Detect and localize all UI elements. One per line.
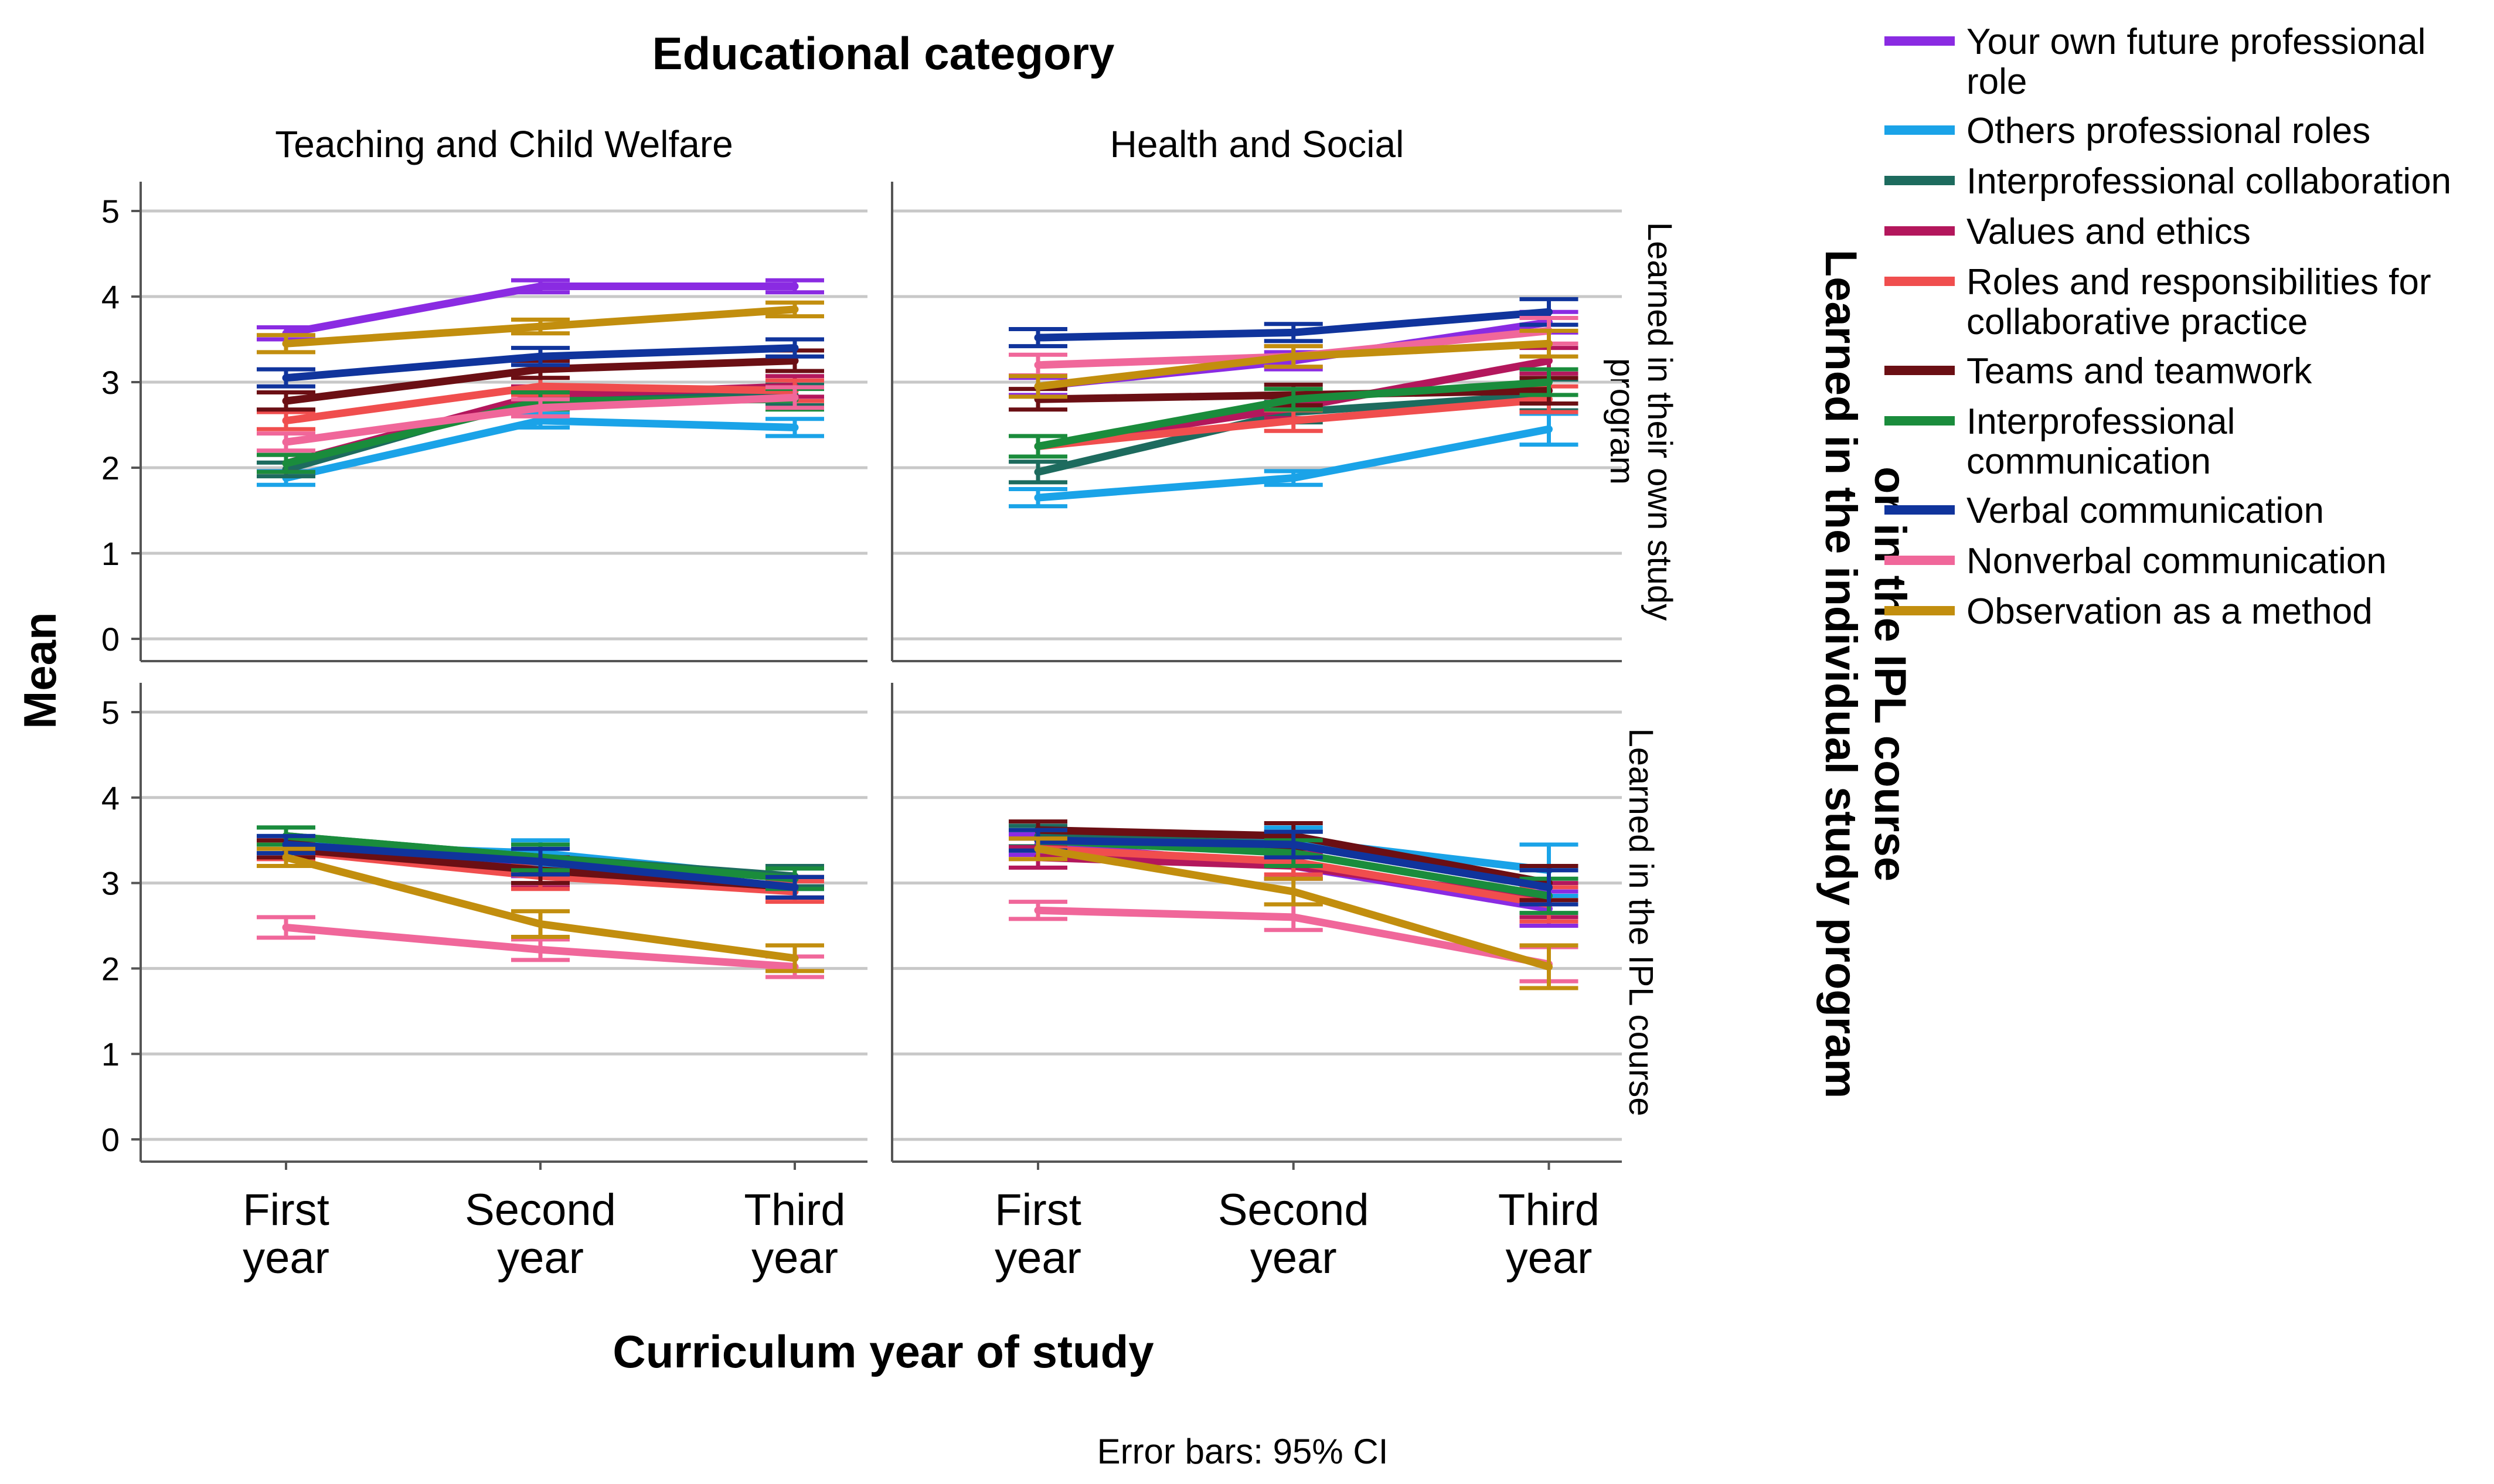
legend-label: Observation as a method <box>1966 591 2373 632</box>
row-facet-label-line: Learned in the IPL course <box>1622 728 1660 1116</box>
legend-label: Roles and responsibilities for <box>1966 262 2431 302</box>
x-tick-label: year <box>243 1233 329 1283</box>
y-axis-title: Mean <box>14 612 66 729</box>
row-facet-label-line: Learned in their own study <box>1641 222 1679 621</box>
legend-item: Interprofessional collaboration <box>1884 161 2451 202</box>
y-tick-label: 0 <box>101 1121 120 1158</box>
column-header: Health and Social <box>1110 123 1404 165</box>
x-tick-label: year <box>497 1233 584 1283</box>
legend-label: Interprofessional collaboration <box>1966 161 2451 202</box>
legend-item: Values and ethics <box>1884 212 2251 252</box>
y-tick-label: 3 <box>101 364 120 401</box>
legend-label: role <box>1966 62 2027 102</box>
legend-label: communication <box>1966 441 2211 482</box>
legend-item: Nonverbal communication <box>1884 541 2387 581</box>
legend-label: Interprofessional <box>1966 401 2235 442</box>
y-tick-label: 2 <box>101 450 120 486</box>
legend-label: Your own future professional <box>1966 22 2426 62</box>
y-tick-label: 5 <box>101 694 120 731</box>
row-facet-label-line: program <box>1603 358 1641 485</box>
legend-item: Observation as a method <box>1884 591 2373 632</box>
y-axis-title-group: Mean <box>14 612 66 729</box>
y-tick-label: 4 <box>101 780 120 816</box>
legend-item: Verbal communication <box>1884 491 2324 531</box>
y-tick-label: 1 <box>101 1036 120 1073</box>
legend-label: Others professional roles <box>1966 111 2370 151</box>
legend-label: Values and ethics <box>1966 212 2251 252</box>
column-header: Teaching and Child Welfare <box>275 123 733 165</box>
legend-item: Others professional roles <box>1884 111 2370 151</box>
y-tick-label: 0 <box>101 621 120 658</box>
legend-item: Roles and responsibilities forcollaborat… <box>1884 262 2431 342</box>
row-facet-title: Learned in the individual study program o… <box>1816 250 1915 1098</box>
row-facet-title-line: Learned in the individual study program <box>1816 250 1866 1098</box>
chart-title: Educational category <box>652 28 1115 79</box>
x-tick-label: Second <box>1218 1185 1369 1235</box>
legend-label: collaborative practice <box>1966 302 2308 342</box>
y-tick-label: 1 <box>101 535 120 572</box>
x-tick-label: year <box>1506 1233 1593 1283</box>
legend-item: Teams and teamwork <box>1884 351 2312 392</box>
x-tick-label: Second <box>465 1185 616 1235</box>
x-axis-title: Curriculum year of study <box>613 1326 1154 1377</box>
x-tick-label: First <box>995 1185 1081 1235</box>
plot-area: Teaching and Child Welfare Health and Soc… <box>101 123 1915 1283</box>
x-tick-label: Third <box>744 1185 845 1235</box>
legend-label: Nonverbal communication <box>1966 541 2387 581</box>
x-tick-label: year <box>1250 1233 1337 1283</box>
x-tick-label: Third <box>1498 1185 1600 1235</box>
legend-label: Verbal communication <box>1966 491 2324 531</box>
row-facet-label: Learned in the IPL course <box>1622 728 1660 1116</box>
error-bars-footnote: Error bars: 95% CI <box>1097 1432 1389 1471</box>
y-tick-label: 3 <box>101 865 120 902</box>
y-tick-label: 4 <box>101 278 120 315</box>
x-tick-label: year <box>995 1233 1081 1283</box>
x-tick-label: year <box>751 1233 838 1283</box>
y-tick-label: 5 <box>101 193 120 230</box>
row-facet-title-line: or in the IPL course <box>1865 467 1915 881</box>
legend-label: Teams and teamwork <box>1966 351 2312 392</box>
x-tick-label: First <box>243 1185 329 1235</box>
y-tick-label: 2 <box>101 950 120 987</box>
